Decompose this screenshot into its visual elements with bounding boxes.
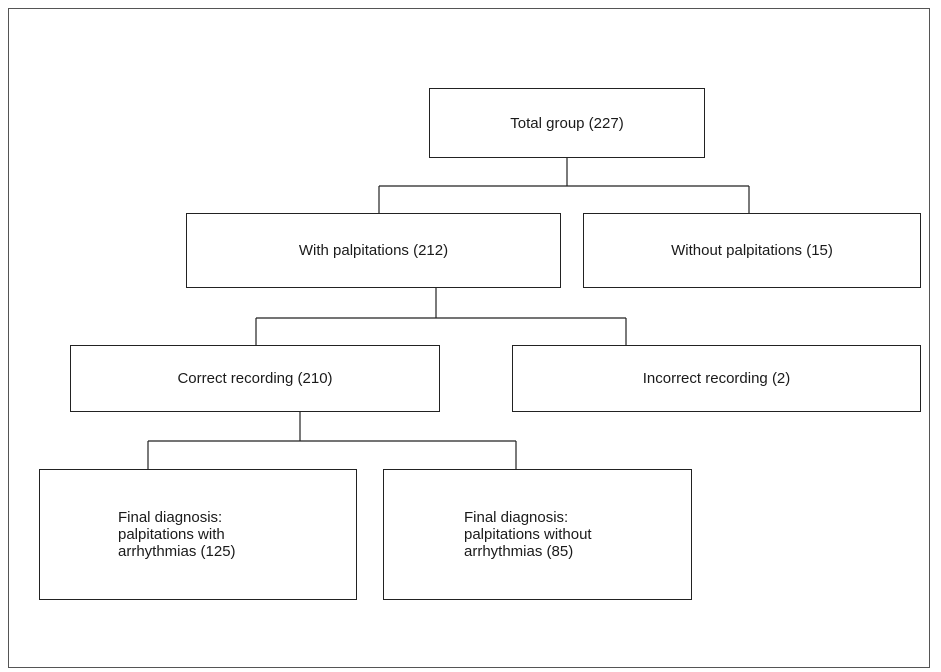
node-final-with-arrhythmias-text: Final diagnosis: palpitations with arrhy… bbox=[118, 509, 236, 560]
node-total-group: Total group (227) bbox=[429, 88, 705, 158]
node-incorrect-recording: Incorrect recording (2) bbox=[512, 345, 921, 412]
final-without-line-3: arrhythmias (85) bbox=[464, 543, 574, 560]
node-with-palpitations: With palpitations (212) bbox=[186, 213, 561, 288]
node-correct-recording-label: Correct recording (210) bbox=[177, 370, 333, 387]
node-with-palpitations-label: With palpitations (212) bbox=[298, 242, 449, 259]
final-without-line-1: Final diagnosis: bbox=[464, 509, 569, 526]
node-total-group-label: Total group (227) bbox=[510, 114, 624, 132]
final-with-line-3: arrhythmias (125) bbox=[118, 543, 236, 560]
final-with-line-2: palpitations with bbox=[118, 526, 225, 543]
node-without-palpitations: Without palpitations (15) bbox=[583, 213, 921, 288]
node-incorrect-recording-label: Incorrect recording (2) bbox=[642, 370, 791, 387]
node-correct-recording: Correct recording (210) bbox=[70, 345, 440, 412]
node-final-without-arrhythmias-text: Final diagnosis: palpitations without ar… bbox=[464, 509, 592, 560]
final-without-line-2: palpitations without bbox=[464, 526, 592, 543]
node-final-with-arrhythmias: Final diagnosis: palpitations with arrhy… bbox=[39, 469, 357, 600]
final-with-line-1: Final diagnosis: bbox=[118, 509, 223, 526]
node-without-palpitations-label: Without palpitations (15) bbox=[671, 242, 833, 259]
node-final-without-arrhythmias: Final diagnosis: palpitations without ar… bbox=[383, 469, 692, 600]
figure-frame bbox=[8, 8, 930, 668]
